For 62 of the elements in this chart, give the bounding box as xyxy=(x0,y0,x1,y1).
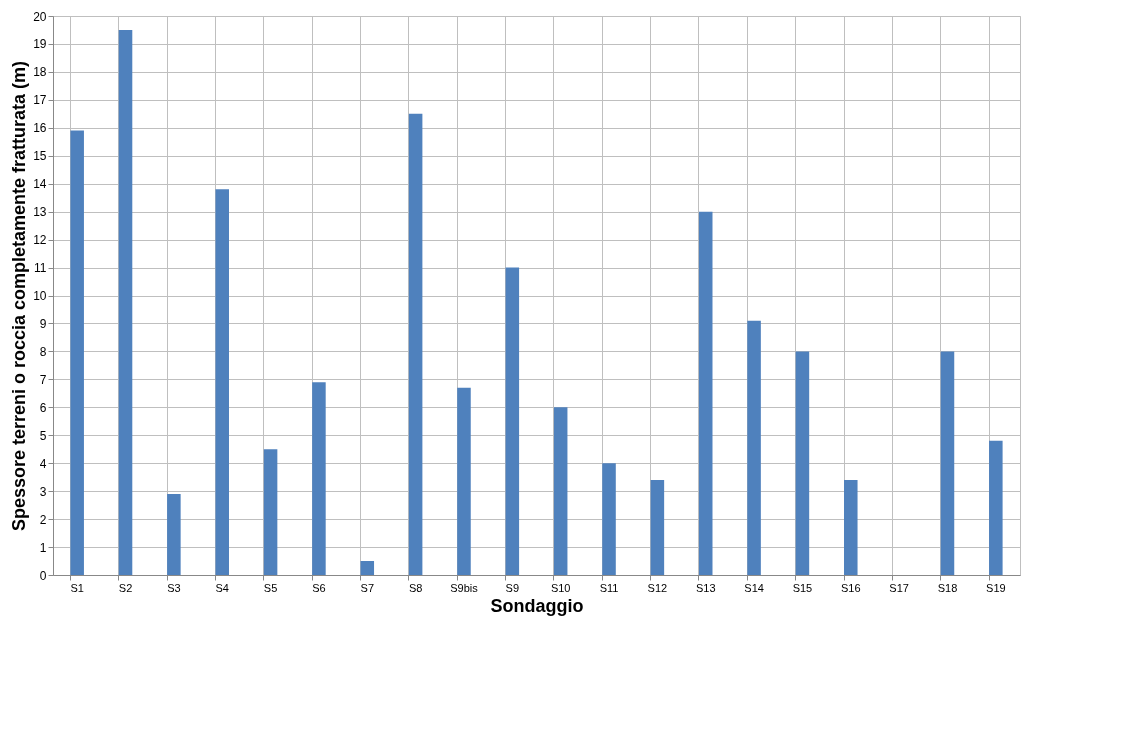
y-tick-label: 15 xyxy=(33,149,47,164)
bar xyxy=(215,189,229,575)
bar xyxy=(457,387,471,575)
y-tick-label: 3 xyxy=(39,484,47,499)
x-tick-label: S16 xyxy=(840,581,861,594)
x-tick-label: S1 xyxy=(70,581,84,594)
y-tick-label: 10 xyxy=(33,289,47,303)
x-tick-label: S18 xyxy=(937,581,958,594)
y-tick-label: 11 xyxy=(34,261,47,276)
y-tick-label: 16 xyxy=(33,121,47,136)
y-tick-label: 8 xyxy=(39,344,47,359)
bar xyxy=(844,479,858,575)
x-tick-label: S4 xyxy=(215,581,229,594)
x-tick-label: S5 xyxy=(263,581,278,594)
bar xyxy=(602,463,616,575)
y-tick-label: 18 xyxy=(33,65,47,80)
bar xyxy=(263,449,278,575)
x-tick-label: S15 xyxy=(792,581,813,594)
bar xyxy=(408,113,423,575)
y-tick-label: 14 xyxy=(33,177,47,192)
x-tick-label: S19 xyxy=(986,581,1006,594)
y-tick-label: 9 xyxy=(39,316,47,331)
y-tick-label: 1 xyxy=(39,540,47,555)
x-tick-label: S3 xyxy=(167,581,181,594)
x-tick-label: S11 xyxy=(599,581,619,594)
y-tick-label: 4 xyxy=(39,456,47,471)
bar xyxy=(553,407,568,575)
y-tick-label: 5 xyxy=(39,428,47,443)
bar xyxy=(70,130,84,575)
x-axis-title: Sondaggio xyxy=(490,595,584,616)
bar xyxy=(650,479,665,575)
x-tick-label: S9 xyxy=(505,581,520,594)
bar xyxy=(989,440,1003,575)
y-tick-label: 0 xyxy=(39,568,47,583)
x-tick-label: S13 xyxy=(695,581,716,594)
bar xyxy=(360,561,375,575)
y-tick-label: 13 xyxy=(33,205,47,220)
x-tick-label: S17 xyxy=(889,581,909,594)
x-tick-label: S12 xyxy=(647,581,668,594)
bar xyxy=(698,211,713,575)
x-tick-label: S6 xyxy=(312,581,326,594)
x-tick-label: S10 xyxy=(550,581,571,594)
bar xyxy=(167,493,181,575)
bar xyxy=(795,351,810,575)
bar xyxy=(118,29,133,575)
bar xyxy=(312,382,326,575)
y-tick-label: 17 xyxy=(33,93,47,108)
x-tick-label: S2 xyxy=(118,581,133,594)
y-tick-label: 2 xyxy=(39,512,47,527)
bar xyxy=(940,351,955,575)
y-tick-label: 6 xyxy=(39,400,47,415)
y-tick-label: 7 xyxy=(39,372,47,387)
y-axis-title: Spessore terreni o roccia completamente fratturata (m) xyxy=(9,60,30,532)
x-tick-label: S7 xyxy=(360,581,375,594)
bar xyxy=(747,320,761,575)
y-tick-label: 12 xyxy=(33,233,47,248)
y-tick-label: 20 xyxy=(33,9,47,24)
bar xyxy=(505,267,520,575)
x-tick-label: S14 xyxy=(744,581,764,594)
x-tick-label: S9bis xyxy=(450,581,479,594)
y-tick-label: 19 xyxy=(33,37,47,52)
x-tick-label: S8 xyxy=(408,581,423,594)
